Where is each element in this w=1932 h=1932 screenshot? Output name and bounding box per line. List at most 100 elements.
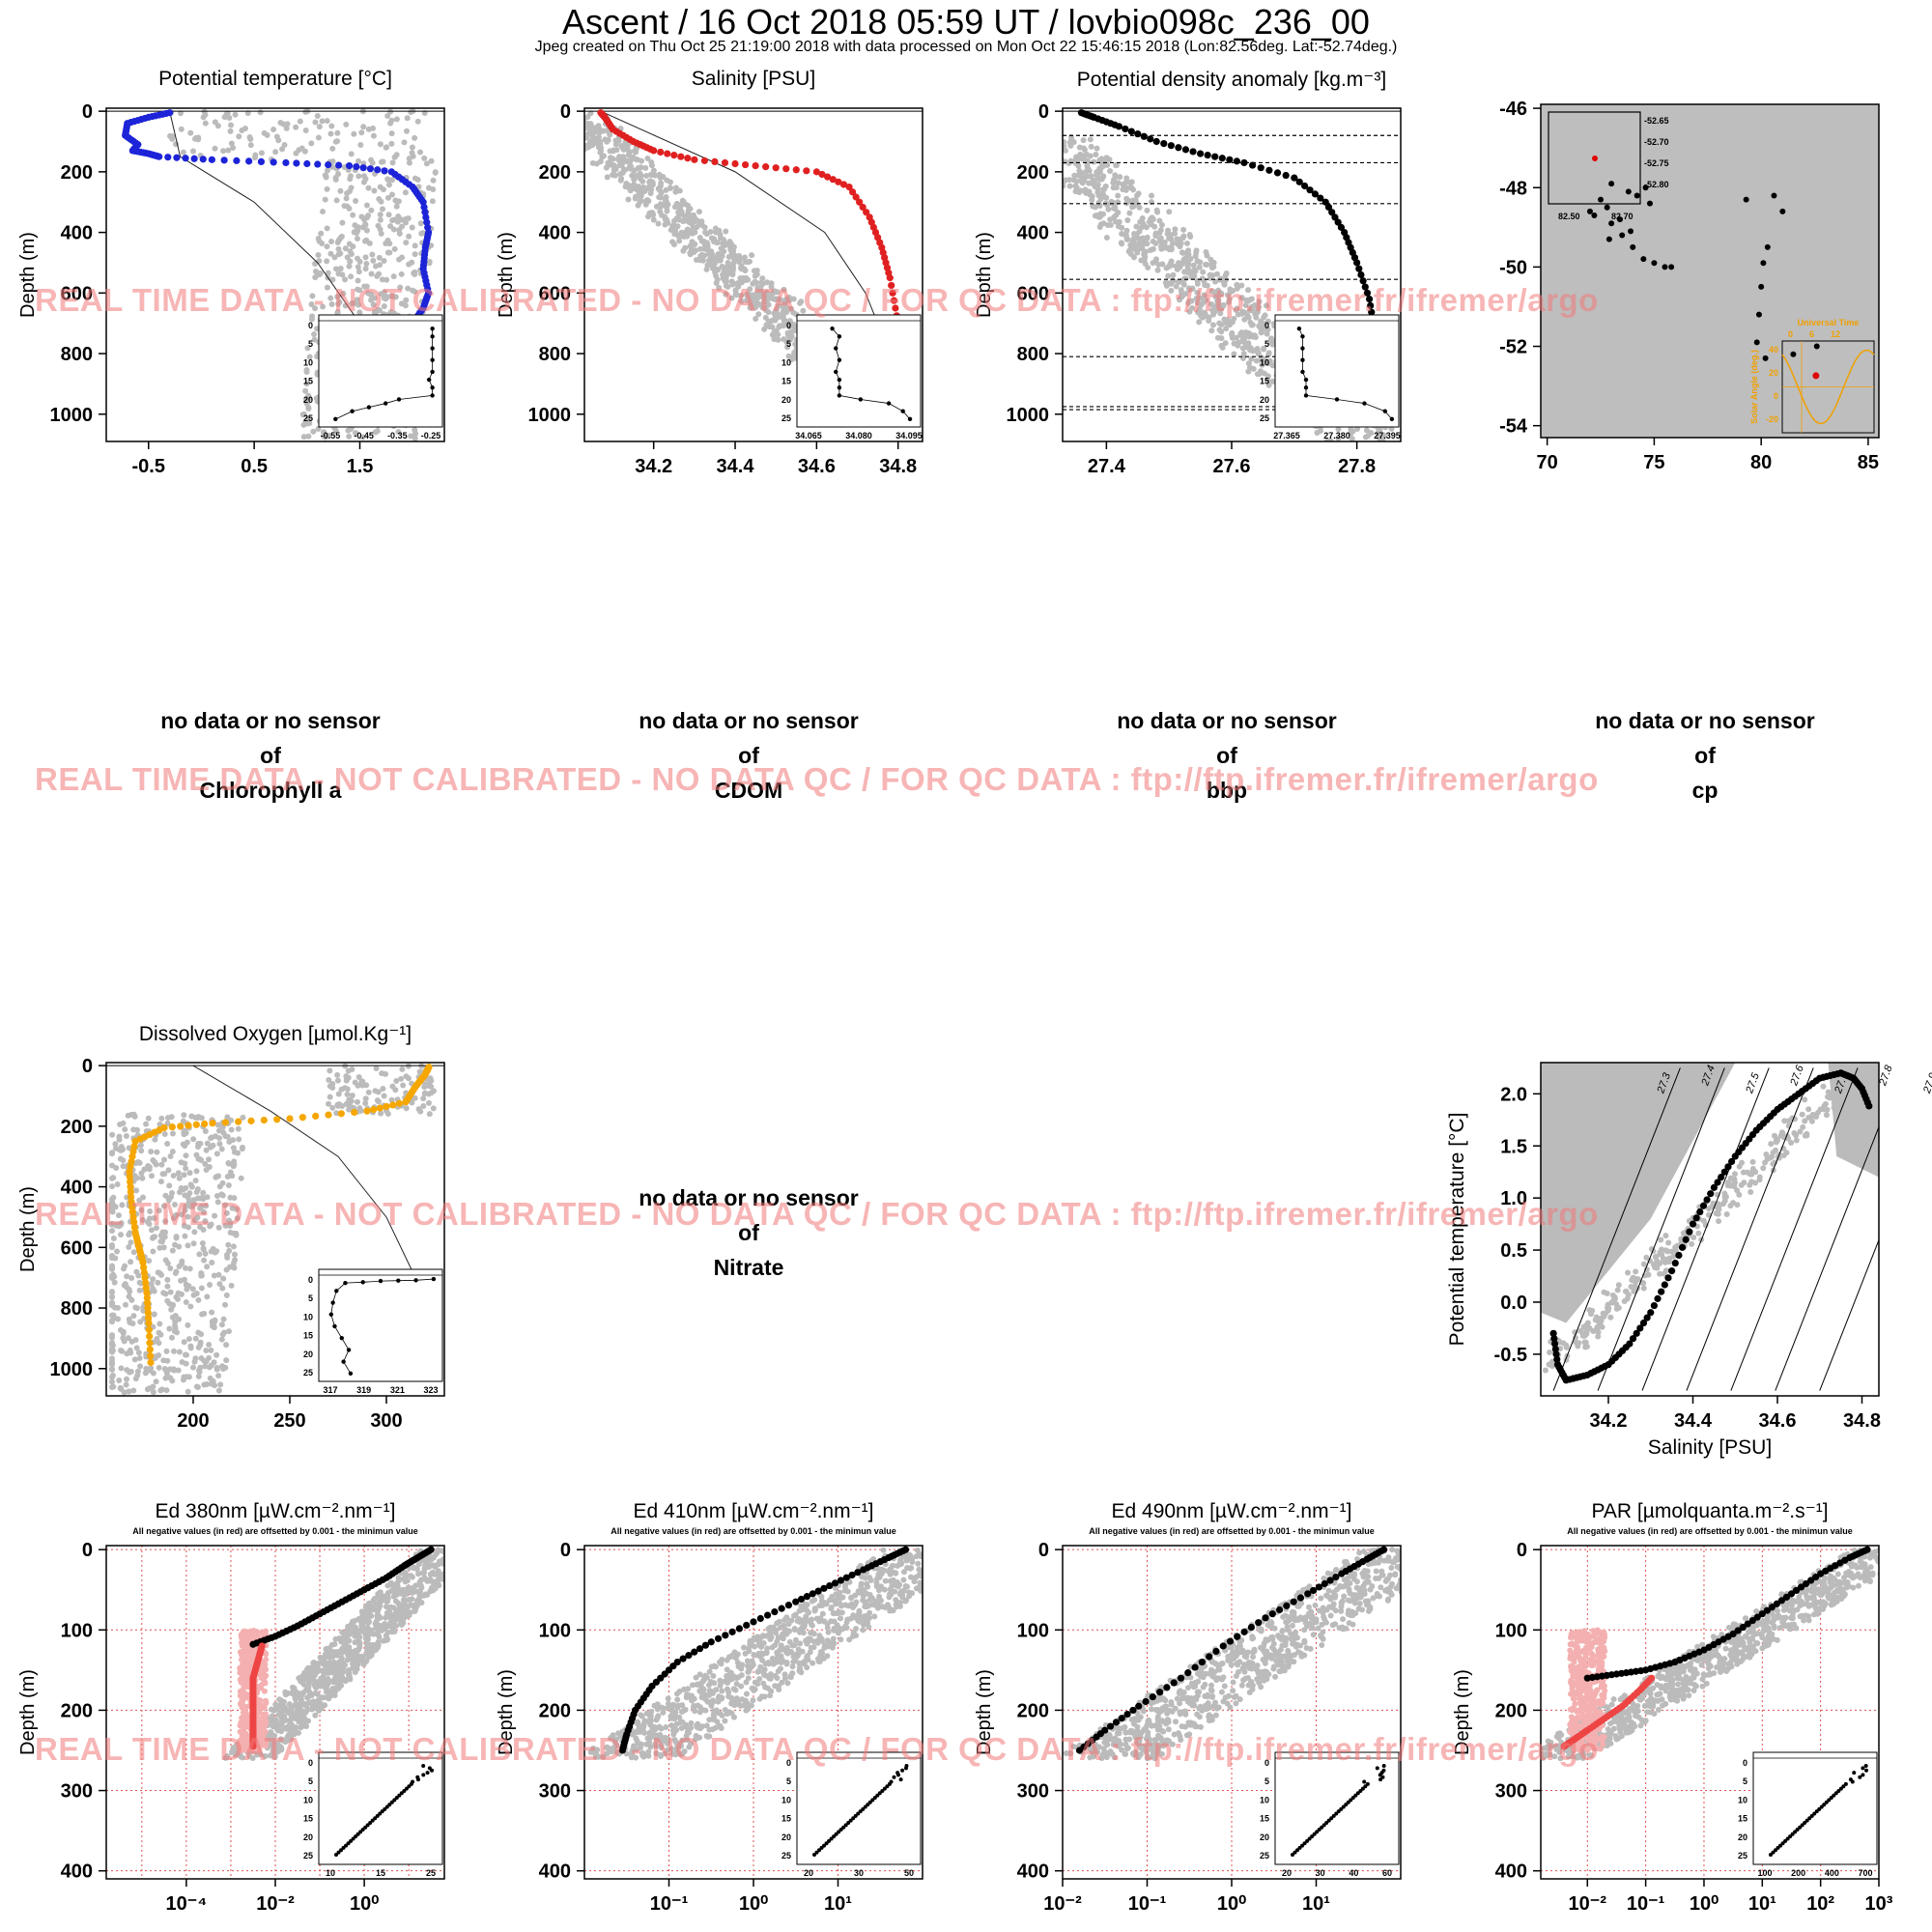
- history-point: [365, 393, 372, 400]
- data-point: [136, 1246, 144, 1254]
- data-point: [129, 1213, 137, 1221]
- history-point: [665, 219, 671, 226]
- history-point: [901, 407, 908, 413]
- history-point: [1690, 1214, 1696, 1221]
- history-point: [355, 269, 362, 275]
- history-point: [718, 235, 724, 242]
- history-point: [198, 1354, 205, 1361]
- history-point: [1749, 1165, 1756, 1172]
- history-point: [403, 331, 410, 338]
- history-point: [634, 186, 640, 193]
- data-point: [1577, 1373, 1584, 1380]
- history-point: [145, 1162, 152, 1169]
- history-point: [1773, 1147, 1779, 1153]
- history-point: [707, 228, 714, 235]
- history-point: [150, 1323, 156, 1330]
- history-point: [323, 374, 329, 381]
- history-point: [386, 241, 393, 247]
- history-point: [871, 383, 878, 389]
- history-point: [1126, 210, 1133, 216]
- history-point: [851, 388, 858, 395]
- history-point: [1234, 285, 1240, 292]
- history-point: [326, 1645, 332, 1652]
- history-point: [416, 1578, 423, 1585]
- history-point: [337, 340, 344, 347]
- history-point: [406, 408, 412, 414]
- history-point: [610, 148, 616, 155]
- inset-frame: [796, 314, 922, 428]
- history-point: [634, 184, 640, 190]
- history-point: [1094, 169, 1100, 176]
- history-point: [235, 1125, 242, 1132]
- history-point: [1274, 383, 1281, 389]
- trajectory-point: [1625, 188, 1632, 195]
- history-point: [334, 1102, 341, 1109]
- history-point: [1219, 344, 1226, 351]
- history-point: [1202, 310, 1208, 317]
- history-point: [337, 320, 344, 327]
- history-point: [356, 1653, 363, 1660]
- data-point: [220, 156, 228, 164]
- data-point: [135, 1243, 143, 1251]
- history-point: [109, 1383, 115, 1390]
- history-point: [422, 1562, 429, 1569]
- history-point: [212, 1212, 218, 1219]
- history-point: [418, 230, 425, 237]
- history-point: [327, 1660, 333, 1666]
- history-point: [385, 1623, 392, 1630]
- history-point: [815, 359, 822, 366]
- history-point: [794, 354, 801, 360]
- history-point: [387, 337, 394, 344]
- inset-point: [366, 405, 372, 410]
- history-point: [126, 1293, 132, 1300]
- history-point: [364, 383, 371, 389]
- data-point: [1735, 1148, 1743, 1156]
- history-point: [164, 1297, 171, 1304]
- no-data-cdom: no data or no sensor of CDOM: [555, 703, 942, 808]
- history-point: [222, 1301, 229, 1308]
- history-point: [1194, 280, 1201, 287]
- inset-point: [350, 409, 355, 413]
- history-point: [1736, 1191, 1743, 1198]
- history-point: [109, 1366, 115, 1373]
- history-point: [843, 364, 850, 371]
- history-point: [441, 1555, 444, 1562]
- history-point: [331, 254, 338, 261]
- history-point: [1190, 262, 1197, 269]
- history-point: [775, 302, 781, 309]
- history-point: [154, 1149, 160, 1155]
- history-point: [1128, 185, 1135, 191]
- history-point: [1245, 287, 1252, 294]
- history-point: [1330, 409, 1337, 415]
- history-point: [840, 369, 847, 376]
- data-point: [406, 325, 414, 332]
- history-point: [1264, 330, 1270, 337]
- inset-y-label: 25: [303, 1368, 313, 1378]
- history-point: [116, 1133, 123, 1140]
- history-point: [1223, 270, 1230, 276]
- history-point: [264, 131, 270, 138]
- history-point: [685, 210, 692, 216]
- history-point: [382, 1621, 388, 1628]
- history-point: [842, 377, 849, 384]
- history-point: [115, 1316, 122, 1322]
- history-point: [593, 160, 600, 167]
- history-point: [364, 1628, 371, 1634]
- history-point: [173, 1211, 180, 1218]
- history-point: [1218, 342, 1225, 349]
- history-point: [377, 315, 384, 322]
- inset-y-label: 0: [786, 321, 791, 330]
- data-point: [869, 223, 877, 231]
- history-point: [692, 215, 698, 222]
- history-point: [362, 1095, 369, 1102]
- history-point: [634, 184, 640, 190]
- history-point: [1081, 187, 1088, 194]
- history-point: [1298, 341, 1305, 348]
- data-point: [893, 312, 900, 320]
- history-point: [389, 1617, 396, 1624]
- history-point: [124, 1194, 130, 1201]
- trajectory-point: [1604, 204, 1610, 211]
- history-point: [832, 393, 838, 400]
- history-point: [753, 279, 759, 286]
- history-point: [1773, 1138, 1779, 1145]
